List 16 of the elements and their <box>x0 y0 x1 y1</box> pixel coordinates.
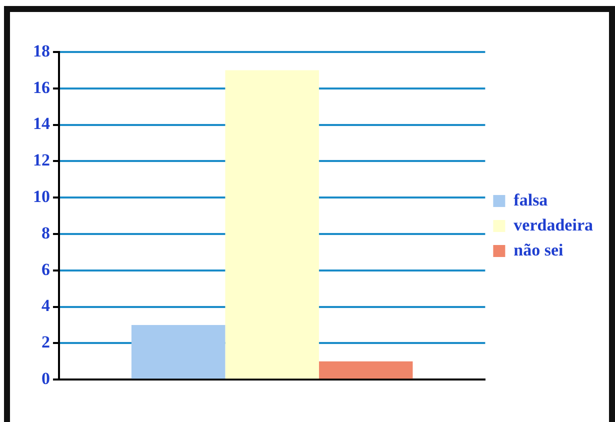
y-tick-label: 0 <box>42 368 50 388</box>
y-tick-label: 2 <box>42 332 50 352</box>
y-tick-label: 18 <box>33 41 50 60</box>
legend-label: verdadeira <box>514 215 594 234</box>
legend-label: não sei <box>514 240 564 260</box>
y-tick-label: 14 <box>33 114 50 134</box>
y-tick-label: 6 <box>42 260 50 279</box>
y-tick-label: 16 <box>33 78 50 97</box>
legend-label: falsa <box>514 190 548 210</box>
y-tick-label: 12 <box>33 150 50 170</box>
bar <box>225 70 319 379</box>
y-tick-label: 10 <box>33 186 50 206</box>
bar <box>318 361 413 379</box>
y-tick-label: 8 <box>42 223 50 242</box>
bar <box>131 325 226 379</box>
y-tick-label: 4 <box>42 296 50 316</box>
